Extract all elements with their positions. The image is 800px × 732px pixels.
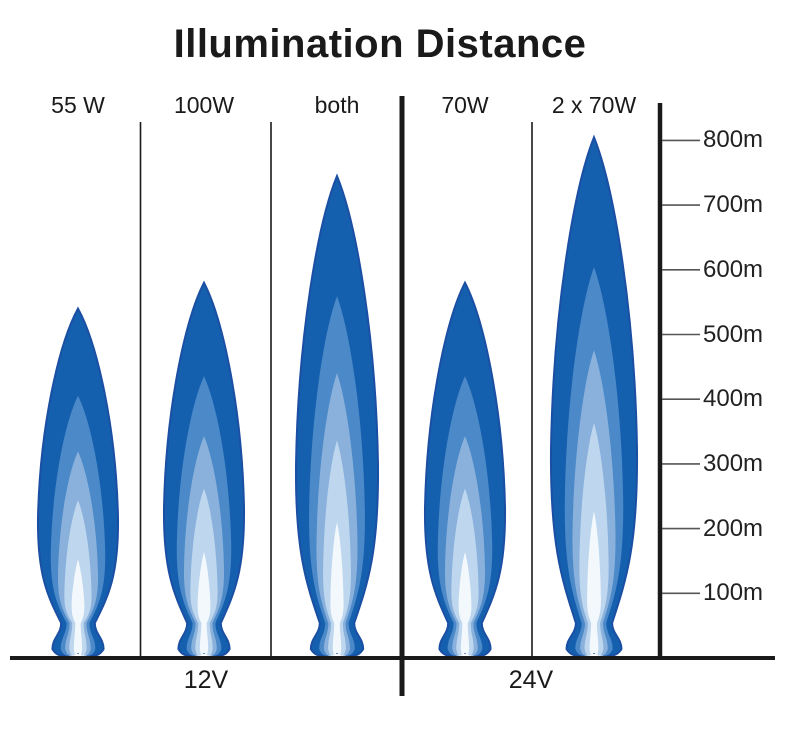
beam-2-x-70w [549, 134, 639, 657]
beam-2-x-70w-layer-5 [587, 511, 601, 656]
beam-70w [423, 280, 507, 657]
beam-55-w-layer-5 [71, 559, 85, 656]
group-label-12v: 12V [183, 666, 229, 694]
y-tick-label-700m: 700m [703, 191, 764, 219]
y-tick-label-600m: 600m [703, 255, 764, 283]
column-label-100w: 100W [173, 92, 235, 118]
y-tick-label-200m: 200m [703, 514, 764, 542]
beam-100w [162, 280, 246, 657]
beam-both-layer-5 [330, 522, 344, 656]
y-tick-label-500m: 500m [703, 320, 764, 348]
column-label-both: both [314, 92, 360, 118]
beam-55-w [36, 306, 120, 657]
beam-100w-layer-5 [197, 552, 211, 656]
beam-both [294, 173, 380, 657]
y-tick-label-400m: 400m [703, 385, 764, 413]
column-label-2-x-70w: 2 x 70W [551, 92, 637, 118]
beam-70w-layer-5 [458, 552, 472, 656]
group-label-24v: 24V [508, 666, 554, 694]
chart-title: Illumination Distance [173, 22, 587, 66]
y-tick-label-800m: 800m [703, 126, 764, 154]
column-label-55-w: 55 W [51, 92, 105, 118]
y-tick-label-100m: 100m [703, 579, 764, 607]
column-label-70w: 70W [441, 92, 489, 118]
y-tick-label-300m: 300m [703, 449, 764, 477]
